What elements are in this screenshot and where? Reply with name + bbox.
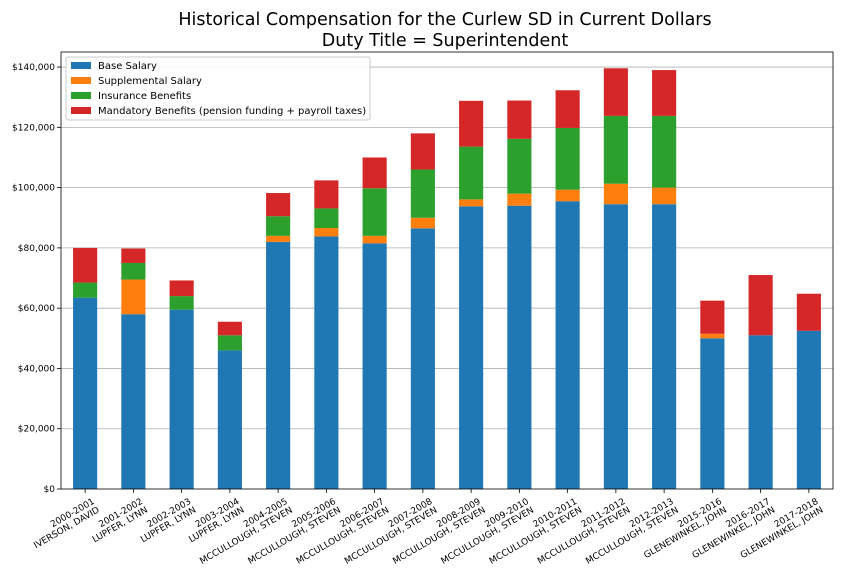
bar-supplemental-4 [266,235,291,242]
bar-base-1 [121,314,146,489]
bar-insurance-11 [603,115,628,184]
bar-base-2 [169,309,194,489]
bar-mandatory-11 [603,68,628,116]
bar-mandatory-10 [555,90,580,128]
bar-insurance-0 [73,282,98,298]
bar-mandatory-13 [700,300,725,334]
legend-box [65,56,371,121]
bar-base-10 [555,201,580,490]
y-tick-label: $40,000 [18,364,55,374]
bar-base-7 [410,228,435,490]
bar-insurance-2 [169,296,194,310]
plot-frame [60,51,834,490]
bar-mandatory-8 [459,100,484,147]
bar-base-0 [73,297,98,489]
bar-supplemental-12 [652,187,677,205]
bar-mandatory-14 [748,275,773,336]
bars [73,68,821,490]
bar-supplemental-1 [121,279,146,315]
bar-supplemental-6 [362,235,387,244]
legend-label: Supplemental Salary [98,76,202,87]
bar-base-4 [266,241,291,489]
bar-insurance-8 [459,146,484,200]
bar-base-5 [314,236,339,489]
bar-mandatory-3 [217,321,242,336]
bar-base-6 [362,243,387,489]
legend-label: Insurance Benefits [98,91,191,102]
bar-base-8 [459,206,484,489]
bar-insurance-10 [555,127,580,190]
bar-supplemental-5 [314,228,339,237]
bar-mandatory-12 [652,70,677,116]
bar-supplemental-10 [555,189,580,202]
bar-insurance-4 [266,216,291,236]
bar-insurance-1 [121,262,146,280]
y-tick-label: $60,000 [18,304,55,314]
bar-mandatory-6 [362,157,387,189]
legend-swatch [71,62,91,69]
legend-swatch [71,77,91,84]
bar-mandatory-4 [266,193,291,217]
bar-base-13 [700,338,725,489]
chart-subtitle: Duty Title = Superintendent [322,31,569,51]
legend: Base Salary Supplemental Salary Insurance … [65,56,371,121]
bar-insurance-9 [507,138,532,194]
bar-base-15 [796,330,821,489]
bar-mandatory-7 [410,133,435,170]
y-tick-label: $0 [44,485,56,495]
bar-base-12 [652,204,677,490]
bar-supplemental-13 [700,333,725,339]
bar-mandatory-5 [314,180,339,209]
bar-insurance-5 [314,208,339,229]
bar-mandatory-15 [796,293,821,331]
legend-label: Base Salary [98,61,157,72]
bar-mandatory-0 [73,247,98,283]
y-tick-label: $80,000 [18,244,55,254]
bar-insurance-6 [362,188,387,236]
legend-swatch [71,92,91,99]
y-tick-label: $20,000 [18,425,55,435]
bar-mandatory-9 [507,100,532,139]
bar-insurance-3 [217,335,242,351]
bar-base-3 [217,350,242,489]
bar-insurance-12 [652,115,677,188]
y-tick-label: $140,000 [12,63,55,73]
bar-supplemental-7 [410,217,435,229]
bar-base-11 [603,204,628,490]
legend-swatch [71,107,91,114]
legend-label: Mandatory Benefits (pension funding + pa… [98,106,366,117]
chart-title: Historical Compensation for the Curlew S… [178,10,711,30]
bar-supplemental-11 [603,183,628,205]
bar-mandatory-1 [121,248,146,263]
x-tick-label: 2000-2001IVERSON, DAVID [27,497,101,551]
bar-base-14 [748,335,773,489]
bar-insurance-7 [410,169,435,218]
bar-mandatory-2 [169,280,194,297]
bar-base-9 [507,205,532,490]
y-tick-label: $120,000 [12,123,55,133]
bar-supplemental-8 [459,199,484,207]
bar-supplemental-9 [507,193,532,206]
y-tick-label: $100,000 [12,184,55,194]
